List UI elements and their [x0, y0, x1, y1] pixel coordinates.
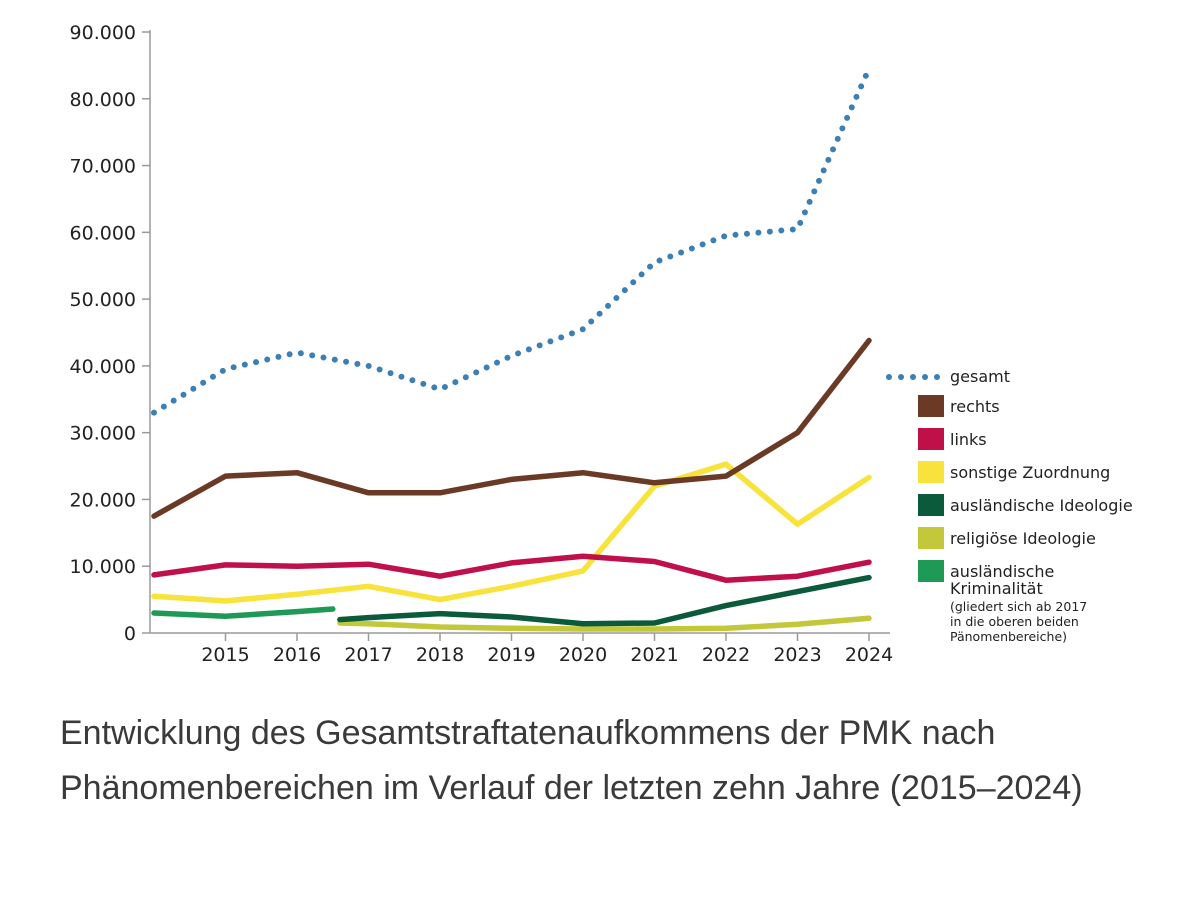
- series-line-rechts: [151, 337, 872, 519]
- legend-dot: [886, 374, 892, 380]
- x-tick-label: 2015: [201, 644, 249, 666]
- y-tick-label: 60.000: [70, 222, 136, 244]
- legend-label-religioese-ideologie: religiöse Ideologie: [950, 529, 1096, 548]
- legend: gesamt rechts links sonstige Zuordnung auslä…: [886, 367, 1133, 644]
- series-line-auslaendische-kriminalitaet: [151, 606, 336, 620]
- line-chart: 0 10.000 20.000 30.000 40.000 50.000 60.000 70.…: [70, 22, 1133, 666]
- series-line-links: [151, 553, 872, 583]
- series-line-auslaendische-ideologie: [337, 574, 872, 627]
- legend-dot: [922, 374, 928, 380]
- legend-swatch-rechts: [918, 395, 944, 417]
- series-layer: [151, 65, 872, 632]
- y-tick-label: 0: [124, 623, 136, 645]
- legend-note: in die oberen beiden: [950, 614, 1079, 629]
- x-tick-label: 2017: [344, 644, 392, 666]
- y-tick-label: 90.000: [70, 22, 136, 44]
- y-tick-label: 80.000: [70, 89, 136, 111]
- legend-note: (gliedert sich ab 2017: [950, 599, 1087, 614]
- x-tick-label: 2016: [273, 644, 321, 666]
- y-tick-label: 70.000: [70, 156, 136, 178]
- y-tick-label: 10.000: [70, 556, 136, 578]
- legend-swatch-links: [918, 428, 944, 450]
- y-tick-label: 20.000: [70, 489, 136, 511]
- legend-label-auslaendische-ideologie: ausländische Ideologie: [950, 496, 1133, 515]
- y-tick-label: 40.000: [70, 356, 136, 378]
- y-axis: 0 10.000 20.000 30.000 40.000 50.000 60.000 70.…: [70, 22, 151, 645]
- x-tick-label: 2020: [559, 644, 607, 666]
- legend-label-auslaendische-kriminalitaet: ausländische: [950, 562, 1054, 581]
- legend-swatch-sonstige-zuordnung: [918, 461, 944, 483]
- x-tick-label: 2024: [845, 644, 893, 666]
- legend-dot: [898, 374, 904, 380]
- legend-dot: [934, 374, 940, 380]
- series-line-gesamt: [151, 65, 872, 416]
- legend-dot: [910, 374, 916, 380]
- x-tick-label: 2021: [630, 644, 678, 666]
- legend-note: Pänomenbereiche): [950, 629, 1067, 644]
- y-tick-label: 50.000: [70, 289, 136, 311]
- series-line-religioese-ideologie: [337, 615, 872, 632]
- x-tick-label: 2023: [773, 644, 821, 666]
- x-tick-label: 2022: [702, 644, 750, 666]
- x-tick-label: 2019: [487, 644, 535, 666]
- legend-swatch-auslaendische-kriminalitaet: [918, 560, 944, 582]
- x-tick-label: 2018: [416, 644, 464, 666]
- legend-swatch-auslaendische-ideologie: [918, 494, 944, 516]
- x-axis: 2015 2016 2017 2018 2019 2020 2021 2022 2023 2024: [150, 632, 893, 666]
- legend-label-rechts: rechts: [950, 397, 1000, 416]
- legend-label-sonstige-zuordnung: sonstige Zuordnung: [950, 463, 1110, 482]
- y-tick-label: 30.000: [70, 423, 136, 445]
- legend-label-gesamt: gesamt: [950, 367, 1010, 386]
- legend-label-auslaendische-kriminalitaet: Kriminalität: [950, 579, 1043, 598]
- series-line-sonstige-zuordnung: [151, 461, 872, 604]
- legend-label-links: links: [950, 430, 987, 449]
- legend-swatch-religioese-ideologie: [918, 527, 944, 549]
- chart-caption: Entwicklung des Gesamtstraftatenaufkomme…: [60, 714, 1083, 807]
